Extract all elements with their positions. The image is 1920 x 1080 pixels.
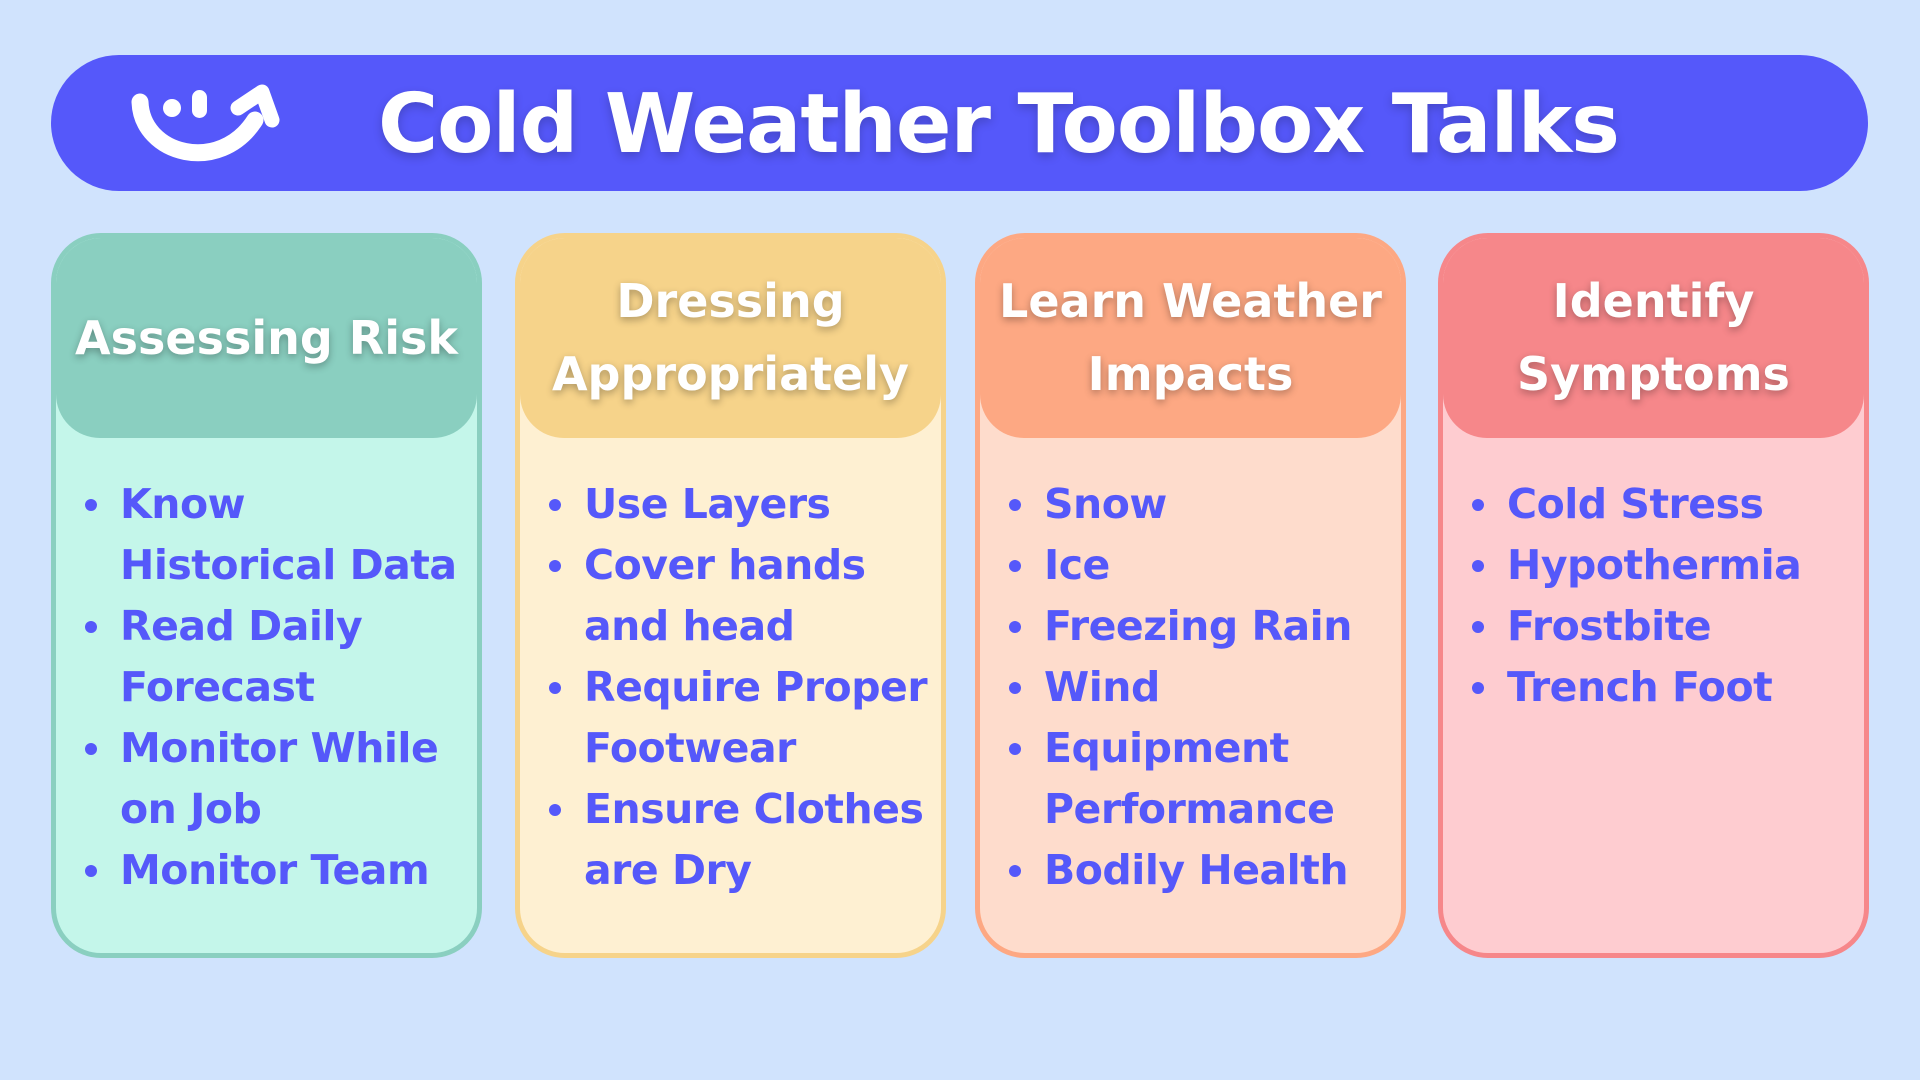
card-list: Use Layers Cover hands and head Require Pr…	[542, 474, 935, 901]
list-item: Monitor While on Job	[78, 718, 471, 840]
card-list: Snow Ice Freezing Rain Wind Equipment Perfor…	[1002, 474, 1395, 901]
title-banner	[51, 55, 1868, 191]
list-item: Hypothermia	[1465, 535, 1858, 596]
list-item: Frostbite	[1465, 596, 1858, 657]
list-item: Require Proper Footwear	[542, 657, 935, 779]
topic-card: Assessing Risk Know Historical Data Read D…	[51, 233, 482, 958]
list-item: Ice	[1002, 535, 1395, 596]
list-item: Ensure Clothes are Dry	[542, 779, 935, 901]
list-item: Monitor Team	[78, 840, 471, 901]
card-title: Identify Symptoms	[1517, 274, 1790, 401]
list-item: Know Historical Data	[78, 474, 471, 596]
list-item: Snow	[1002, 474, 1395, 535]
card-list: Know Historical Data Read Daily Forecast M…	[78, 474, 471, 901]
smile-arrow-logo-icon	[131, 84, 280, 162]
list-item: Trench Foot	[1465, 657, 1858, 718]
card-header: Identify Symptoms	[1443, 238, 1864, 438]
topic-card: Dressing Appropriately Use Layers Cover ha…	[515, 233, 946, 958]
list-item: Cold Stress	[1465, 474, 1858, 535]
list-item: Freezing Rain	[1002, 596, 1395, 657]
list-item: Bodily Health	[1002, 840, 1395, 901]
card-title: Assessing Risk	[75, 310, 458, 365]
card-header: Assessing Risk	[56, 238, 477, 438]
list-item: Equipment Performance	[1002, 718, 1395, 840]
list-item: Read Daily Forecast	[78, 596, 471, 718]
topic-card: Learn Weather Impacts Snow Ice Freezing Rai…	[975, 233, 1406, 958]
card-header: Dressing Appropriately	[520, 238, 941, 438]
page-title: Cold Weather Toolbox Talks	[378, 77, 1620, 172]
list-item: Wind	[1002, 657, 1395, 718]
list-item: Cover hands and head	[542, 535, 935, 657]
list-item: Use Layers	[542, 474, 935, 535]
card-title: Learn Weather Impacts	[999, 274, 1382, 401]
card-list: Cold Stress Hypothermia Frostbite Trench Fo…	[1465, 474, 1858, 718]
card-title: Dressing Appropriately	[551, 274, 910, 401]
topic-card: Identify Symptoms Cold Stress Hypothermia F…	[1438, 233, 1869, 958]
card-header: Learn Weather Impacts	[980, 238, 1401, 438]
